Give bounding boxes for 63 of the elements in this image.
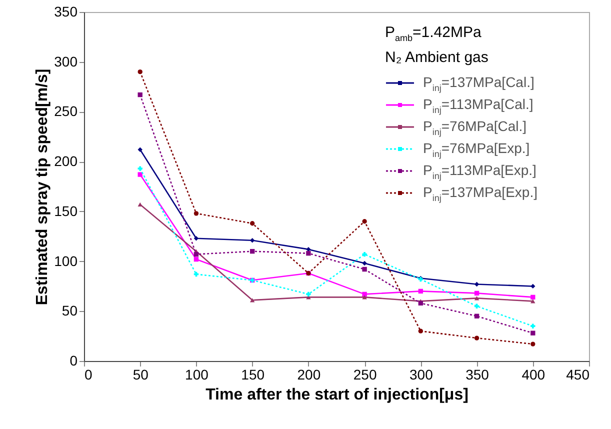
annotation: N₂ Ambient gas — [385, 49, 490, 66]
x-tick-label: 50 — [132, 366, 149, 382]
point — [474, 296, 480, 300]
x-tick-label: 350 — [466, 366, 490, 382]
point — [306, 292, 311, 297]
point — [138, 92, 142, 98]
point — [530, 342, 536, 346]
y-tick-label: 300 — [54, 53, 78, 70]
point — [362, 260, 367, 266]
y-tick-label: 150 — [54, 202, 78, 219]
point — [250, 248, 255, 254]
point — [474, 304, 480, 308]
y-tick-label: 350 — [54, 4, 78, 20]
x-tick-label: 100 — [185, 366, 209, 382]
point — [250, 221, 255, 226]
x-tick-label: 300 — [409, 366, 434, 382]
y-tick-label: 100 — [54, 252, 78, 269]
point — [138, 69, 142, 74]
y-tick-label: 200 — [54, 153, 78, 170]
point — [138, 166, 142, 171]
point — [530, 294, 536, 300]
point — [194, 256, 199, 262]
point — [474, 290, 480, 296]
point — [194, 252, 199, 257]
point — [362, 252, 367, 257]
legend-label: P$_{inj}$=76MPa[Cal.] — [423, 118, 527, 136]
x-tick-label: 250 — [353, 366, 377, 382]
point — [138, 147, 142, 152]
legend-label: P$_{inj}$=137MPa[Exp.] — [423, 184, 538, 202]
point — [418, 328, 424, 334]
point — [250, 298, 255, 302]
point — [194, 211, 199, 216]
annotation: P$_{amb}$=1.42MPa — [385, 24, 482, 43]
point — [418, 288, 424, 294]
x-tick-label: 150 — [241, 366, 265, 382]
x-axis-title: Time after the start of injection[μs] — [206, 386, 468, 404]
point — [474, 314, 480, 318]
point — [362, 266, 367, 272]
point — [138, 172, 142, 177]
y-tick-label: 50 — [62, 302, 78, 319]
x-tick-label: 0 — [84, 366, 92, 382]
point — [418, 300, 424, 306]
y-tick-label: 250 — [54, 103, 78, 120]
point — [530, 324, 536, 328]
point — [194, 236, 199, 241]
legend-label: P$_{inj}$=113MPa[Cal.] — [423, 96, 534, 114]
legend-label: P$_{inj}$=76MPa[Exp.] — [423, 140, 530, 158]
x-tick-label: 400 — [522, 366, 546, 382]
y-axis-title: Estimated spray tip speed[m/s] — [34, 68, 52, 306]
point — [474, 336, 480, 340]
point — [530, 284, 536, 289]
x-tick-label: 200 — [297, 366, 321, 382]
legend-label: P$_{inj}$=137MPa[Cal.] — [423, 74, 534, 92]
point — [138, 202, 142, 206]
point — [306, 250, 311, 256]
y-tick-label: 0 — [70, 352, 78, 368]
point — [250, 238, 255, 243]
point — [474, 282, 480, 287]
x-tick-label: 450 — [566, 366, 590, 382]
point — [530, 330, 536, 336]
point — [362, 219, 367, 224]
legend-label: P$_{inj}$=113MPa[Exp.] — [423, 162, 536, 180]
point — [362, 292, 367, 297]
